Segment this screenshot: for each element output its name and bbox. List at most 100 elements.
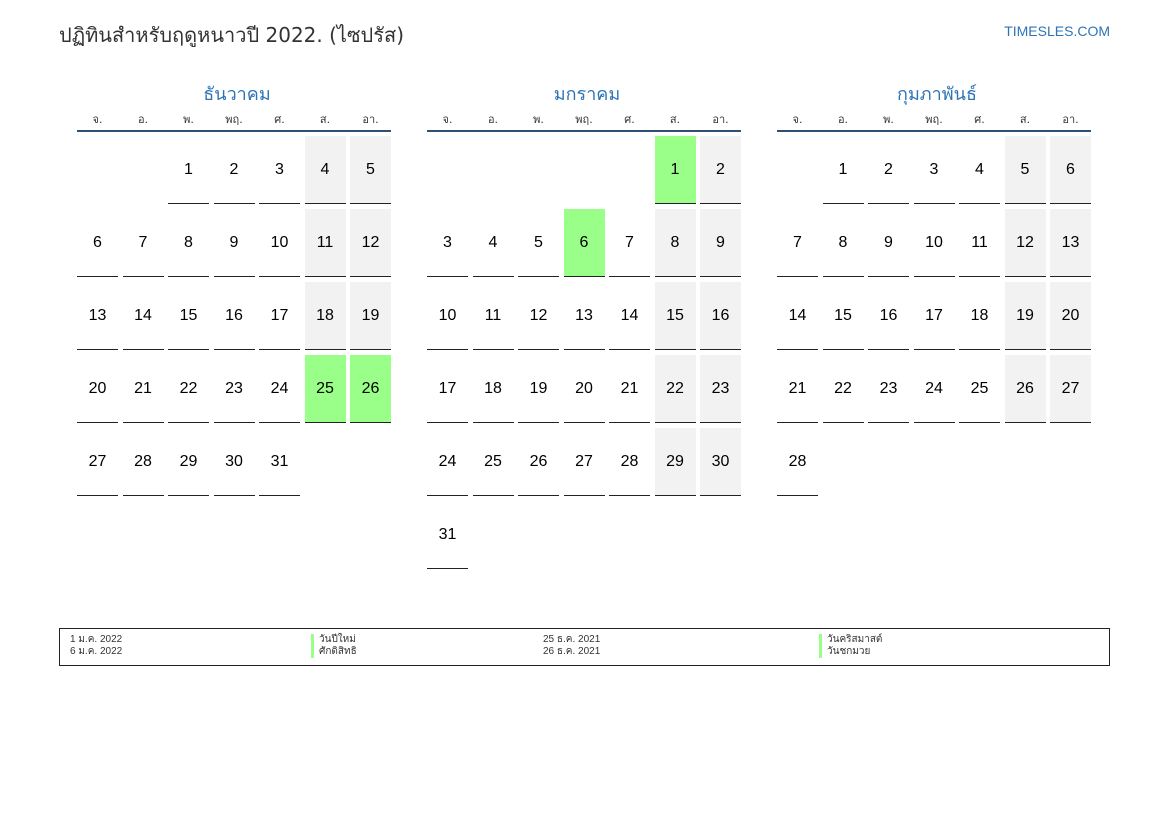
- day-cell: 22: [654, 355, 696, 423]
- weekday-label: อ.: [837, 113, 849, 126]
- weekday-header: จ. อ. พ. พฤ. ศ. ส. อา.: [427, 110, 741, 132]
- weekday-label: อ.: [487, 113, 499, 126]
- weekday-label: จ.: [92, 113, 103, 126]
- site-link[interactable]: TIMESLES.COM: [1004, 23, 1110, 39]
- day-cell: 21: [777, 355, 818, 423]
- day-cell: 27: [1050, 355, 1091, 423]
- legend-dates-left: 1 ม.ค. 2022 6 ม.ค. 2022: [70, 634, 122, 658]
- empty-day-cell: [777, 136, 818, 204]
- weekday-label: พ.: [183, 113, 194, 126]
- day-cell: 11: [472, 282, 514, 350]
- holiday-legend: 1 ม.ค. 2022 6 ม.ค. 2022 วันปีใหม่ ศักดิส…: [59, 628, 1110, 666]
- day-cell: 31: [427, 501, 468, 569]
- day-cell: 7: [609, 209, 650, 277]
- day-cell: 14: [609, 282, 650, 350]
- day-cell: 8: [822, 209, 864, 277]
- month-name: กุมภาพันธ์: [897, 84, 977, 105]
- day-cell: 16: [700, 282, 741, 350]
- day-cell: 19: [1004, 282, 1046, 350]
- day-cell: 24: [427, 428, 468, 496]
- day-cell: 2: [213, 136, 255, 204]
- day-cell: 1: [822, 136, 864, 204]
- day-cell: 5: [518, 209, 559, 277]
- day-cell: 4: [472, 209, 514, 277]
- day-cell: 23: [213, 355, 255, 423]
- legend-holiday-name: ศักดิสิทธิ: [311, 646, 357, 658]
- day-cell: 3: [913, 136, 955, 204]
- legend-names-right: วันคริสมาสต์ วันชกมวย: [819, 634, 882, 658]
- day-cell: 24: [913, 355, 955, 423]
- day-cell: 28: [122, 428, 164, 496]
- day-cell: 30: [213, 428, 255, 496]
- day-cell: 14: [777, 282, 818, 350]
- day-cell: 2: [868, 136, 909, 204]
- legend-holiday-name: วันชกมวย: [819, 646, 882, 658]
- legend-names-left: วันปีใหม่ ศักดิสิทธิ: [311, 634, 357, 658]
- day-cell: 16: [868, 282, 909, 350]
- day-cell: 8: [168, 209, 209, 277]
- day-cell: 15: [822, 282, 864, 350]
- day-cell: 6: [77, 209, 118, 277]
- day-cell: 9: [700, 209, 741, 277]
- day-cell: 28: [609, 428, 650, 496]
- empty-day-cell: [564, 136, 605, 204]
- day-cell: 17: [913, 282, 955, 350]
- day-cell: 10: [913, 209, 955, 277]
- day-cell: 20: [77, 355, 118, 423]
- day-cell: 11: [304, 209, 346, 277]
- holiday-day-cell: 26: [350, 355, 391, 423]
- day-cell: 4: [959, 136, 1000, 204]
- weekday-label: พฤ.: [575, 113, 593, 126]
- legend-holiday-name: วันคริสมาสต์: [819, 634, 882, 646]
- day-cell: 19: [350, 282, 391, 350]
- weekday-label: ส.: [319, 113, 331, 126]
- weekday-label: ศ.: [624, 113, 635, 126]
- day-cell: 18: [304, 282, 346, 350]
- weekday-label: พฤ.: [225, 113, 243, 126]
- page-title: ปฏิทินสำหรับฤดูหนาวปี 2022. (ไซปรัส): [59, 23, 404, 47]
- month-calendar: กุมภาพันธ์ จ. อ. พ. พฤ. ศ. ส. อา. 1 2 3 4 5 6 7 8 9 10 11 1…: [777, 80, 1097, 496]
- day-cell: 10: [427, 282, 468, 350]
- empty-day-cell: [518, 136, 559, 204]
- day-cell: 27: [77, 428, 118, 496]
- day-cell: 24: [259, 355, 300, 423]
- day-grid: 1 2 3 4 5 6 7 8 9 10 11 12 13 14 15 16 17 18 19 20 21 22 23 24 2…: [427, 136, 741, 569]
- day-cell: 17: [427, 355, 468, 423]
- day-cell: 13: [77, 282, 118, 350]
- day-cell: 11: [959, 209, 1000, 277]
- day-cell: 13: [563, 282, 605, 350]
- weekday-label: ส.: [1019, 113, 1031, 126]
- day-cell: 7: [122, 209, 164, 277]
- day-grid: 1 2 3 4 5 6 7 8 9 10 11 12 13 14 15 16 17 18 19 20 21 22 23 24 2…: [777, 136, 1091, 496]
- day-cell: 5: [1004, 136, 1046, 204]
- legend-date: 6 ม.ค. 2022: [70, 646, 123, 657]
- day-cell: 23: [700, 355, 741, 423]
- weekday-label: อา.: [362, 113, 379, 126]
- day-cell: 6: [1050, 136, 1091, 204]
- day-cell: 15: [654, 282, 696, 350]
- weekday-label: อา.: [712, 113, 729, 126]
- weekday-header: จ. อ. พ. พฤ. ศ. ส. อา.: [777, 110, 1091, 132]
- weekday-label: พ.: [533, 113, 544, 126]
- day-cell: 13: [1050, 209, 1091, 277]
- weekday-label: อา.: [1062, 113, 1079, 126]
- day-cell: 28: [777, 428, 818, 496]
- day-cell: 21: [609, 355, 650, 423]
- legend-date: 1 ม.ค. 2022: [70, 634, 123, 645]
- day-cell: 26: [518, 428, 559, 496]
- day-cell: 3: [259, 136, 300, 204]
- day-cell: 17: [259, 282, 300, 350]
- day-cell: 4: [304, 136, 346, 204]
- day-cell: 14: [122, 282, 164, 350]
- day-cell: 15: [168, 282, 209, 350]
- holiday-day-cell: 25: [304, 355, 346, 423]
- weekday-label: ศ.: [274, 113, 285, 126]
- month-name: ธันวาคม: [203, 84, 271, 105]
- legend-date: 26 ธ.ค. 2021: [543, 646, 601, 657]
- day-cell: 18: [472, 355, 514, 423]
- day-cell: 9: [213, 209, 255, 277]
- weekday-label: จ.: [442, 113, 453, 126]
- weekday-label: ส.: [669, 113, 681, 126]
- day-cell: 2: [700, 136, 741, 204]
- day-cell: 12: [518, 282, 559, 350]
